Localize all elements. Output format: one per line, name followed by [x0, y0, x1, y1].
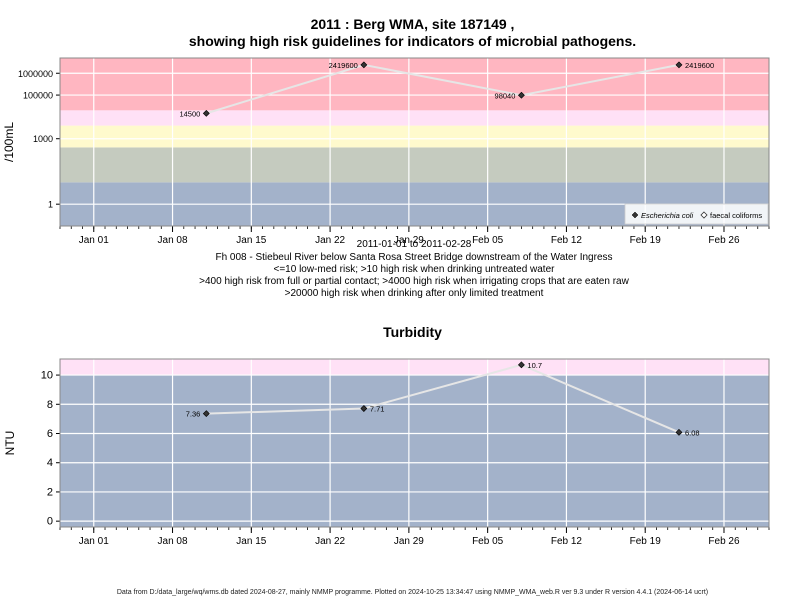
data-point — [360, 61, 368, 69]
risk-band — [60, 147, 769, 183]
y-tick-label: 10 — [41, 370, 53, 382]
x-tick-label: Jan 15 — [236, 235, 266, 245]
risk-note-2: >400 high risk from full or partial cont… — [199, 276, 629, 287]
data-label: 7.36 — [186, 410, 201, 419]
x-tick-label: Jan 22 — [315, 536, 345, 547]
data-point — [202, 109, 210, 117]
legend-marker-faecal — [700, 211, 708, 219]
risk-band — [60, 110, 769, 126]
x-tick-label: Feb 12 — [551, 536, 583, 547]
legend-label-faecal: faecal coliforms — [710, 211, 762, 220]
data-point — [675, 428, 683, 436]
bacteria-chart: 1 1000 100000 1000000 Jan 01 Jan 08 Jan 15 Jan … — [2, 57, 770, 245]
data-point — [202, 410, 210, 418]
chart-title: 2011 : Berg WMA, site 187149 , — [310, 16, 515, 32]
x-tick-label: Feb 19 — [630, 536, 662, 547]
x-tick-label: Feb 05 — [472, 536, 504, 547]
chart-subtitle: showing high risk guidelines for indicat… — [188, 33, 637, 49]
footer-note: Data from D:/data_large/wq/wms.db dated … — [116, 589, 709, 596]
y-tick-label: 1000000 — [18, 69, 53, 79]
x-tick-label: Jan 29 — [394, 235, 424, 245]
x-tick-label: Jan 29 — [394, 536, 424, 547]
risk-note-3: >20000 high risk when drinking after onl… — [284, 288, 544, 299]
x-tick-label: Jan 22 — [315, 235, 345, 245]
date-range-note: 2011-01-01 to 2011-02-28 — [356, 239, 472, 250]
x-tick-label: Jan 08 — [158, 235, 188, 245]
site-note: Fh 008 - Stiebeul River below Santa Rosa… — [215, 252, 613, 263]
x-tick-label: Feb 26 — [708, 536, 740, 547]
x-tick-label: Feb 12 — [551, 235, 583, 245]
y-tick-label: 2 — [47, 486, 53, 498]
risk-band — [60, 359, 769, 376]
data-label: 7.71 — [370, 405, 385, 414]
data-point — [517, 361, 525, 369]
series-line — [206, 63, 680, 115]
x-tick-label: Jan 01 — [79, 235, 109, 245]
risk-band — [60, 375, 769, 527]
plot-border — [59, 57, 770, 227]
x-tick-label: Feb 05 — [472, 235, 504, 245]
y-axis-title: NTU — [3, 431, 17, 456]
y-axis-title: /100mL — [2, 122, 16, 162]
legend-box — [624, 203, 769, 225]
y-tick-label: 1000 — [33, 134, 53, 144]
x-tick-label: Jan 08 — [158, 536, 188, 547]
y-tick-label: 4 — [47, 457, 53, 469]
risk-band — [60, 58, 769, 111]
risk-note-1: <=10 low-med risk; >10 high risk when dr… — [273, 264, 555, 275]
x-tick-label: Feb 19 — [630, 235, 662, 245]
turbidity-title: Turbidity — [383, 324, 442, 340]
data-label: 98040 — [495, 91, 516, 100]
y-tick-label: 1 — [48, 200, 53, 210]
series-line — [206, 363, 680, 434]
data-point — [675, 61, 683, 69]
data-label: 10.7 — [527, 361, 542, 370]
risk-band — [60, 125, 769, 148]
y-tick-label: 0 — [47, 516, 53, 528]
data-point — [517, 91, 525, 99]
data-point — [360, 405, 368, 412]
turbidity-chart: 0 2 4 6 8 10 Jan 01 Jan 08 Jan 15 Jan 22 Jan 29 Feb… — [3, 358, 770, 547]
x-tick-label: Feb 26 — [708, 235, 740, 245]
data-label: 6.08 — [685, 428, 700, 437]
y-tick-label: 6 — [47, 428, 53, 440]
y-tick-label: 8 — [47, 399, 53, 411]
legend-marker-ecoli — [631, 211, 639, 219]
legend-label-ecoli: Escherichia coli — [641, 211, 693, 220]
data-label: 14500 — [179, 109, 200, 118]
y-tick-label: 100000 — [23, 91, 53, 101]
data-label: 2419600 — [329, 61, 358, 70]
x-tick-label: Jan 15 — [236, 536, 266, 547]
data-label: 2419600 — [685, 61, 714, 70]
plot-border — [59, 358, 770, 528]
x-tick-label: Jan 01 — [79, 536, 109, 547]
